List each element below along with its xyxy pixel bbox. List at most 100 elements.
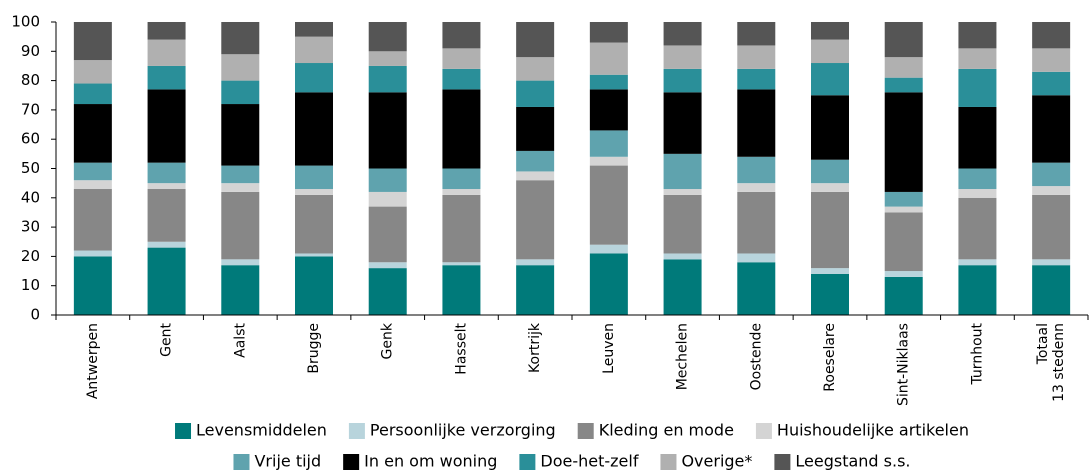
bar-segment — [1032, 186, 1071, 195]
bar-segment — [958, 265, 997, 315]
bar-segment — [663, 259, 702, 315]
y-tick-label: 0 — [30, 306, 40, 324]
legend-swatch — [774, 454, 791, 470]
bar-segment — [516, 259, 555, 266]
bar-segment — [221, 265, 260, 315]
bar-segment — [221, 259, 260, 266]
bar-segment — [958, 68, 997, 107]
bar-segment — [295, 189, 333, 195]
bar-segment — [1032, 194, 1071, 260]
bar-segment — [73, 162, 112, 181]
y-tick-label: 90 — [21, 42, 40, 60]
bar-segment — [368, 65, 407, 93]
x-tick-label: Mechelen — [675, 323, 691, 390]
bar-segment — [73, 256, 112, 315]
legend-label: Persoonlijke verzorging — [370, 421, 556, 440]
legend-label: Doe-het-zelf — [540, 452, 638, 471]
y-tick-label: 80 — [21, 71, 40, 89]
bar-segment — [221, 165, 260, 184]
bar-segment — [295, 165, 333, 190]
bar-segment — [737, 156, 776, 184]
bar-segment — [589, 156, 628, 166]
bar-segment — [811, 183, 849, 192]
y-tick-label: 100 — [11, 13, 40, 31]
bar-segment — [811, 273, 849, 315]
legend-swatch — [348, 423, 365, 439]
bar-segment — [147, 247, 186, 315]
bar-segment — [589, 165, 628, 245]
bar-segment — [811, 22, 849, 40]
bar-segment — [884, 212, 923, 272]
bar-segment — [516, 80, 555, 107]
bar-segment — [295, 92, 333, 166]
bar-segment — [221, 191, 260, 260]
bar-segment — [516, 22, 555, 58]
bar-segment — [368, 92, 407, 169]
x-tick-label: Turnhout — [969, 322, 985, 385]
x-tick-label: Totaal13 stedenn — [1035, 323, 1067, 402]
bar-segment — [958, 22, 997, 49]
bar-segment — [1032, 48, 1071, 72]
bar-segment — [958, 106, 997, 169]
bar-segment — [295, 256, 333, 315]
bar-segment — [368, 22, 407, 52]
bar-segment — [884, 206, 923, 213]
bar-segment — [221, 54, 260, 81]
legend-label: Levensmiddelen — [196, 421, 327, 440]
bar-segment — [737, 22, 776, 46]
bar-segment — [811, 39, 849, 64]
bar-segment — [1032, 95, 1071, 163]
legend-label: Leegstand s.s. — [795, 452, 910, 471]
legend-swatch — [519, 454, 536, 470]
bar-segment — [221, 183, 260, 192]
bar-segment — [295, 36, 333, 64]
bar-segment — [73, 180, 112, 190]
x-tick-label: Leuven — [601, 323, 617, 374]
x-tick-label: Gent — [159, 322, 175, 356]
bar-segment — [811, 95, 849, 160]
bar-segment — [442, 265, 481, 315]
bar-segment — [147, 189, 186, 242]
bar-segment — [147, 241, 186, 248]
x-tick-label: Brugge — [306, 323, 322, 374]
bar-segment — [589, 42, 628, 75]
bar-segment — [589, 89, 628, 131]
bar-segment — [221, 104, 260, 166]
bar-segment — [73, 60, 112, 84]
legend-swatch — [660, 454, 677, 470]
bar-segment — [442, 194, 481, 263]
bar-segment — [516, 106, 555, 151]
legend-label: Huishoudelijke artikelen — [777, 421, 969, 440]
bar-segment — [295, 253, 333, 257]
bar-segment — [663, 92, 702, 154]
bar-segment — [737, 89, 776, 157]
legend-row: Vrije tijd In en om woning Doe-het-zelf Ove… — [233, 452, 911, 471]
bar-segment — [811, 191, 849, 269]
bar-segment — [147, 22, 186, 40]
bar-segment — [737, 253, 776, 263]
bar-segment — [368, 262, 407, 269]
x-tick-label: Kortrijk — [527, 322, 543, 373]
bar-segment — [663, 153, 702, 190]
bar-segment — [516, 265, 555, 315]
bar-segment — [1032, 265, 1071, 315]
bar-segment — [1032, 22, 1071, 49]
x-tick-label: Hasselt — [453, 322, 469, 374]
bar-segment — [958, 197, 997, 260]
bar-segment — [295, 194, 333, 254]
bar-segment — [442, 189, 481, 195]
y-tick-label: 70 — [21, 100, 40, 118]
bar-segment — [884, 77, 923, 93]
bar-segment — [737, 191, 776, 254]
bar-segment — [368, 268, 407, 315]
legend-swatch — [343, 454, 360, 470]
legend-row: Levensmiddelen Persoonlijke verzorging Kle… — [175, 421, 969, 440]
x-tick-label: Sint-Niklaas — [896, 323, 912, 406]
bar-segment — [663, 45, 702, 69]
y-tick-label: 10 — [21, 276, 40, 294]
legend-swatch — [175, 423, 192, 439]
bar-segment — [663, 68, 702, 93]
bar-segment — [1032, 162, 1071, 187]
bar-segment — [663, 22, 702, 46]
bar-segment — [147, 162, 186, 184]
